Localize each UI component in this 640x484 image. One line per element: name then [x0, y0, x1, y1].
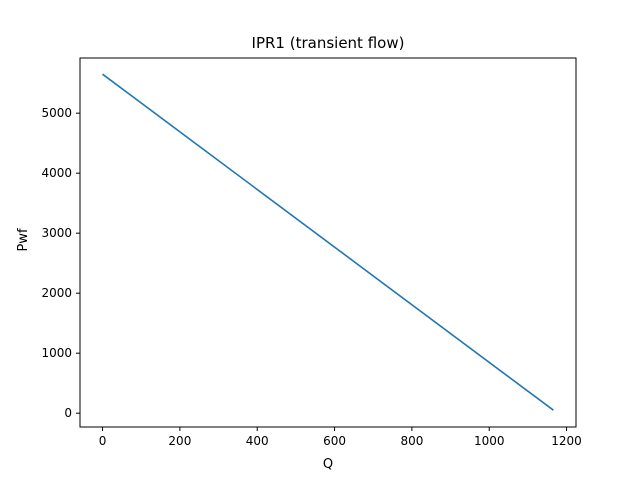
y-tick-label: 1000: [41, 346, 72, 360]
plot-frame: [79, 57, 577, 428]
x-axis-label: Q: [323, 457, 333, 472]
x-tick-label: 800: [400, 434, 423, 448]
y-tick-label: 3000: [41, 226, 72, 240]
plot-area: [79, 57, 577, 428]
x-tick-label: 0: [99, 434, 107, 448]
y-axis-ticks: 0 1000 2000 3000 4000 5000: [41, 106, 80, 420]
y-tick-label: 4000: [41, 166, 72, 180]
y-tick-label: 2000: [41, 286, 72, 300]
y-tick-label: 0: [64, 406, 72, 420]
x-tick-label: 600: [323, 434, 346, 448]
y-axis-label: Pwf: [16, 228, 31, 251]
x-axis-ticks: 0 200 400 600 800 1000 1200: [99, 427, 582, 448]
x-tick-label: 200: [168, 434, 191, 448]
x-tick-label: 1200: [551, 434, 582, 448]
series-line-1: [102, 73, 554, 411]
chart-title: IPR1 (transient flow): [252, 34, 405, 52]
x-tick-label: 400: [246, 434, 269, 448]
y-tick-label: 5000: [41, 106, 72, 120]
x-tick-label: 1000: [474, 434, 505, 448]
